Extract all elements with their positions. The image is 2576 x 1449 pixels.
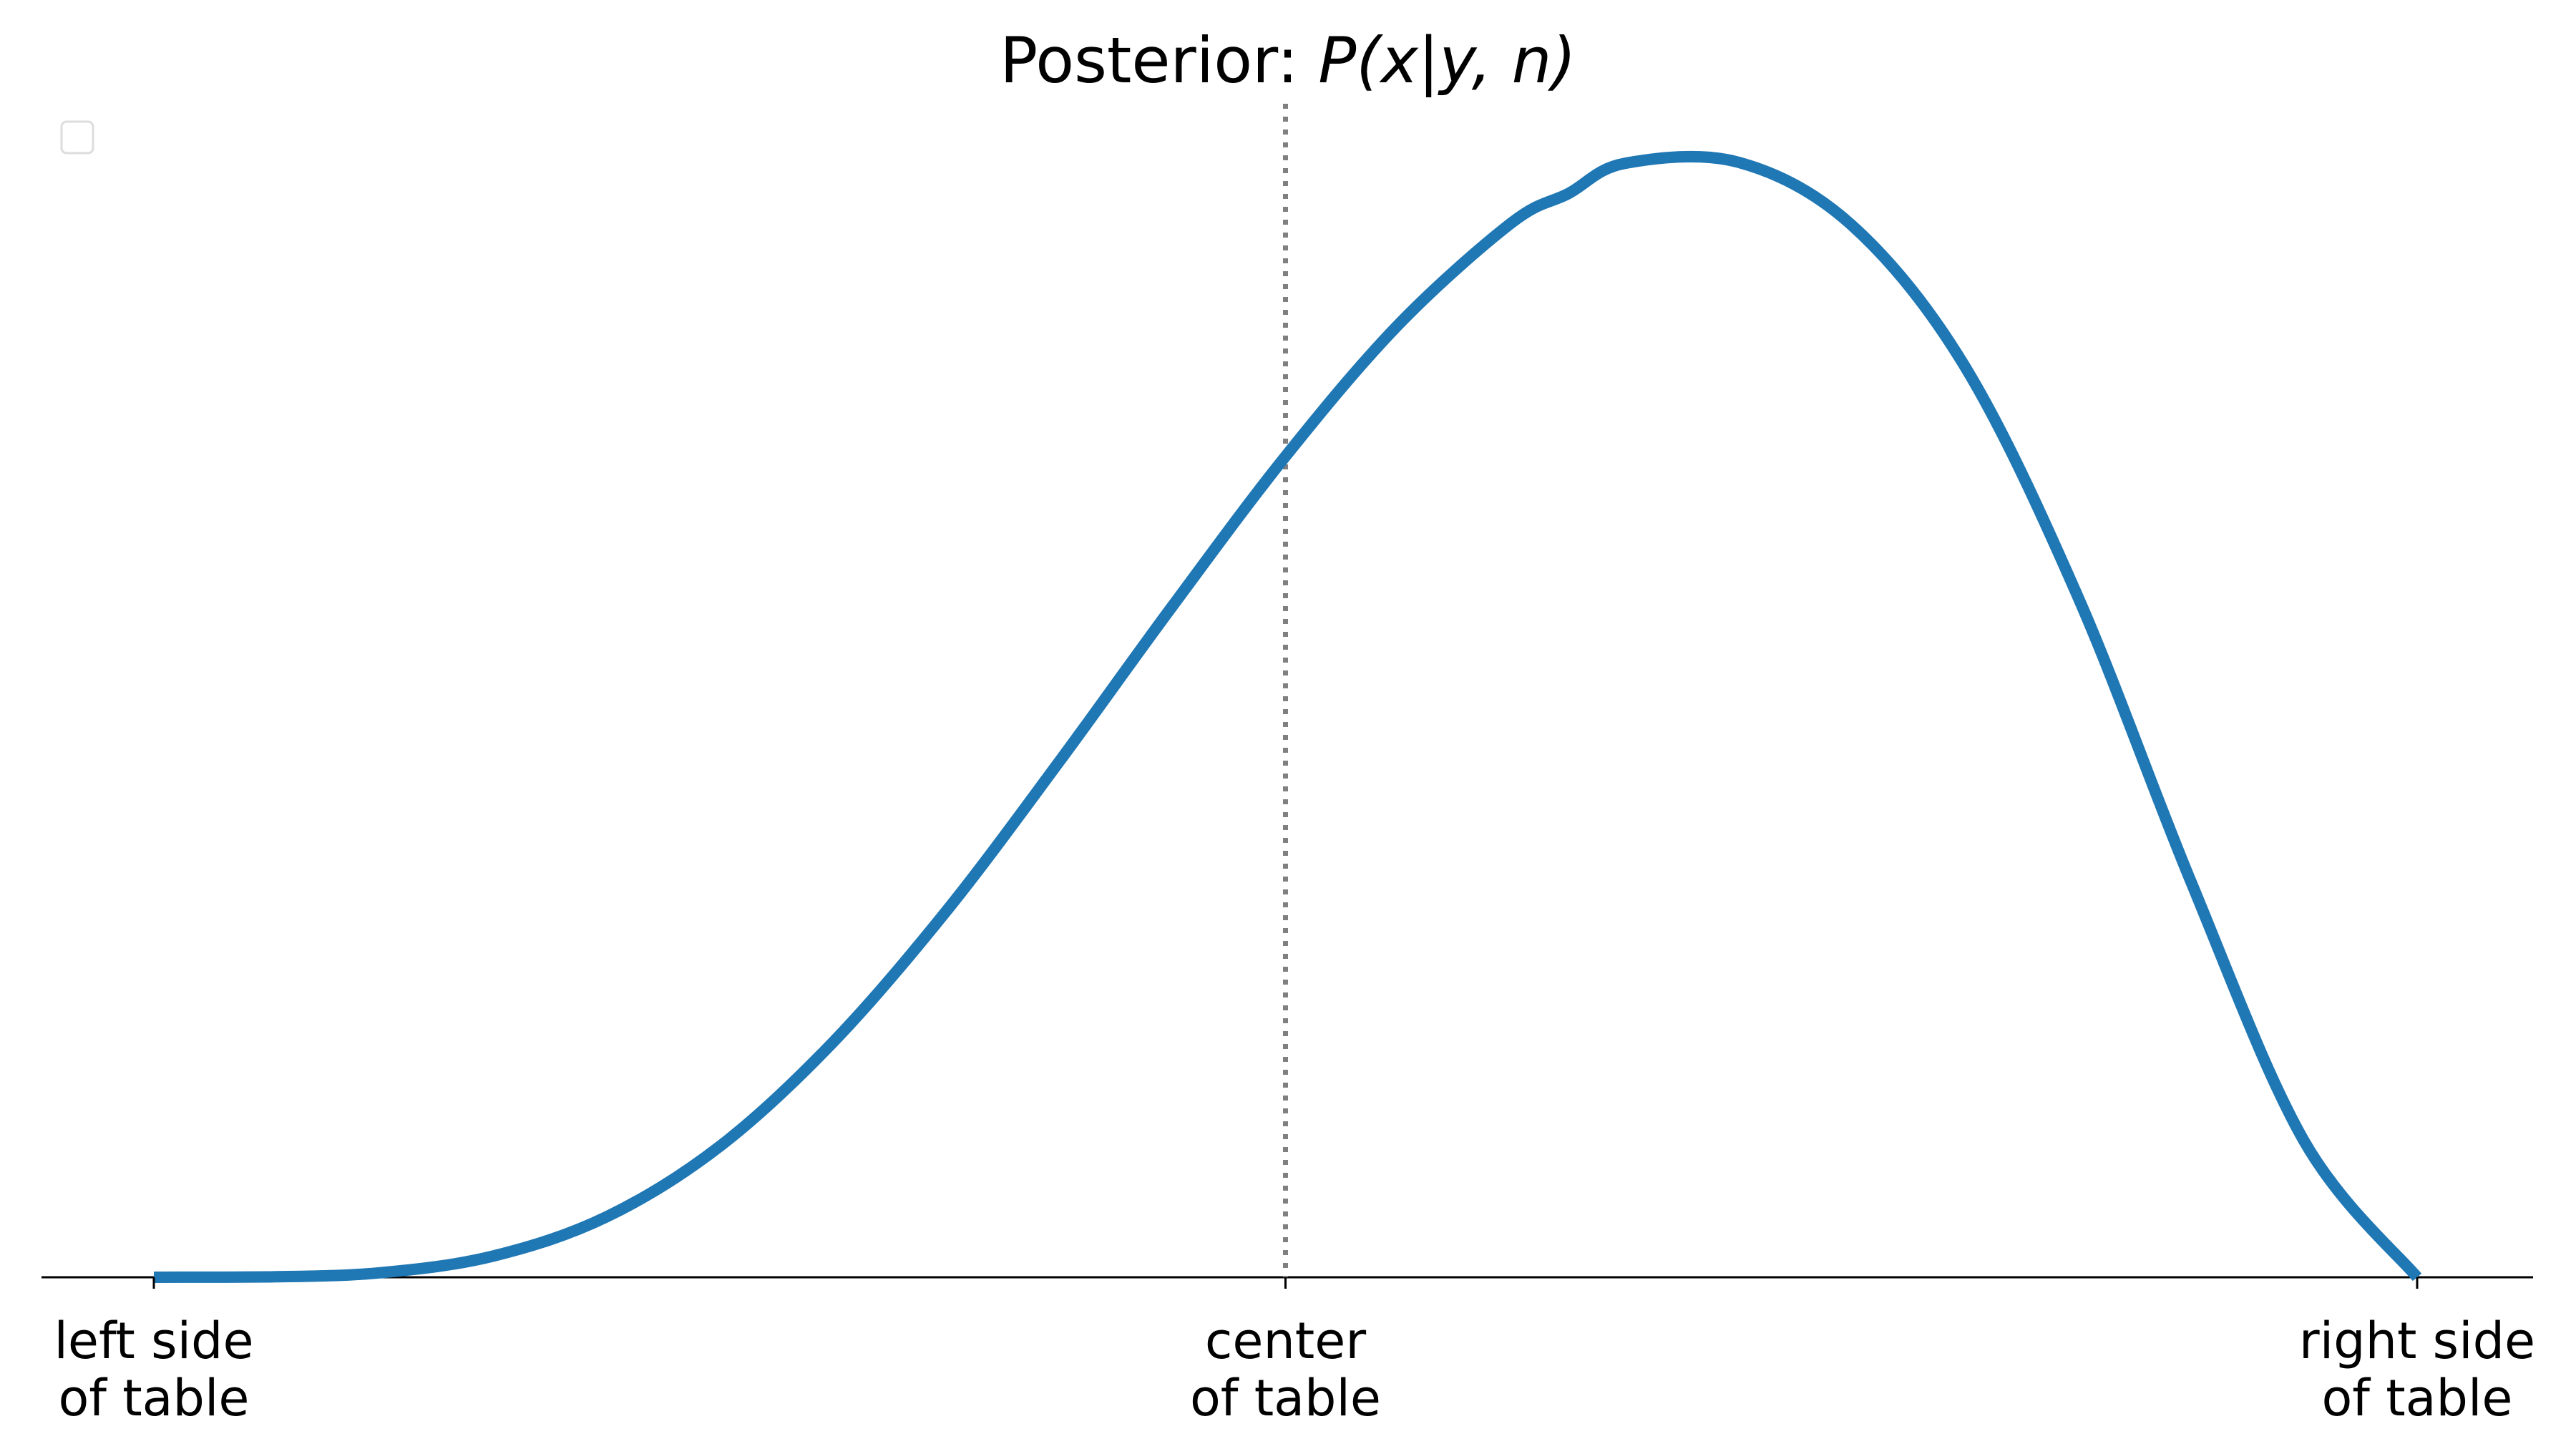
x-tick-label: center of table <box>1190 1312 1381 1428</box>
x-tick-label-line: of table <box>58 1369 249 1428</box>
chart-title-math: P(x|y, n) <box>1318 24 1576 98</box>
x-tick-label-line: of table <box>1190 1369 1381 1428</box>
legend-box <box>60 120 94 155</box>
x-tick-label-line: of table <box>2321 1369 2512 1428</box>
x-tick-label: left side of table <box>54 1312 253 1428</box>
posterior-curve <box>153 150 2422 1283</box>
x-tick-label-line: center <box>1205 1312 1366 1370</box>
chart-title: Posterior: P(x|y, n) <box>1000 24 1576 98</box>
chart-title-prefix: Posterior: <box>1000 24 1318 97</box>
x-tick-label: right side of table <box>2299 1312 2535 1428</box>
x-tick-label-line: left side <box>54 1312 253 1370</box>
x-tick-label-line: right side <box>2299 1312 2535 1370</box>
